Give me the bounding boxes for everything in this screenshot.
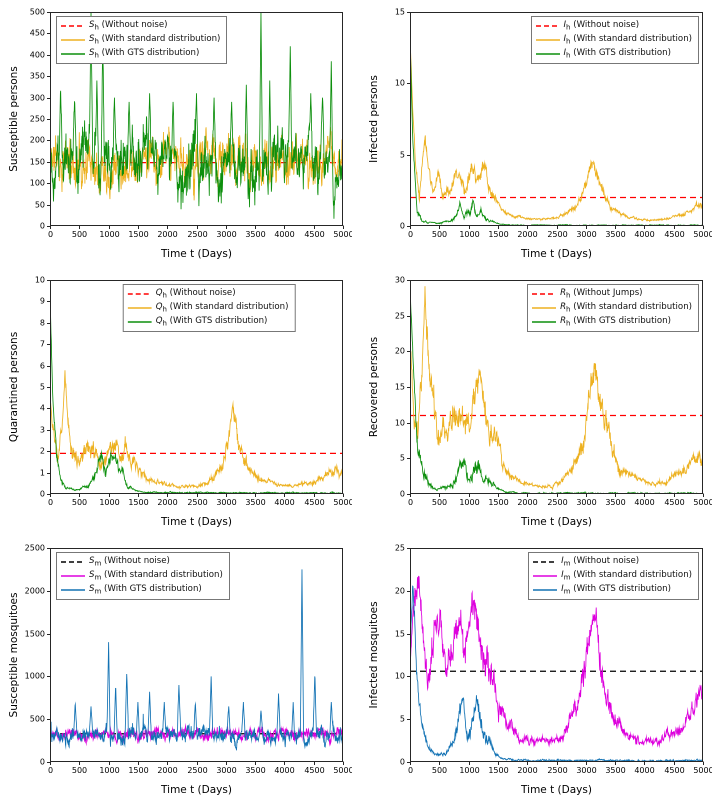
legend-label: Qh (With standard distribution) [155, 301, 289, 314]
legend-entry: Ih (With standard distribution) [535, 33, 693, 47]
legend-entry: Im (With GTS distribution) [533, 583, 692, 597]
legend-entry: Rh (With GTS distribution) [532, 315, 692, 329]
legend-entry: Ih (With GTS distribution) [535, 47, 693, 61]
chart-susceptible-mosquitoes: Sm (Without noise) Sm (With standard dist… [4, 540, 352, 800]
legend-label: Rh (With standard distribution) [560, 301, 692, 314]
legend-infected-persons: Ih (Without noise) Ih (With standard dist… [530, 16, 699, 64]
legend-line-sample [533, 575, 558, 577]
legend-line-sample [61, 39, 85, 41]
legend-label: Rh (With GTS distribution) [560, 315, 671, 328]
legend-label: Rh (Without Jumps) [560, 288, 643, 300]
legend-susceptible-mosquitoes: Sm (Without noise) Sm (With standard dist… [56, 552, 230, 600]
legend-line-sample [61, 575, 85, 577]
legend-label: Ih (With GTS distribution) [563, 47, 671, 60]
legend-entry: Qh (With standard distribution) [127, 301, 289, 315]
legend-entry: Ih (Without noise) [535, 19, 693, 33]
legend-entry: Sh (Without noise) [61, 19, 220, 33]
legend-label: Sm (With standard distribution) [89, 569, 223, 582]
chart-recovered-persons: Rh (Without Jumps) Rh (With standard dist… [364, 272, 712, 532]
legend-entry: Qh (Without noise) [127, 287, 289, 301]
legend-label: Im (Without noise) [561, 556, 640, 568]
legend-line-sample [535, 52, 560, 55]
legend-entry: Sm (Without noise) [61, 555, 223, 569]
legend-label: Ih (Without noise) [563, 20, 640, 32]
legend-line-sample [61, 52, 85, 55]
legend-line-sample [533, 561, 558, 563]
legend-entry: Sh (With GTS distribution) [61, 47, 220, 61]
legend-line-sample [532, 307, 557, 309]
legend-entry: Im (With standard distribution) [533, 569, 692, 583]
legend-label: Im (With standard distribution) [561, 569, 692, 582]
legend-label: Sh (With GTS distribution) [89, 47, 200, 60]
chart-infected-mosquitoes: Im (Without noise) Im (With standard dist… [364, 540, 712, 800]
legend-line-sample [127, 307, 152, 309]
chart-quarantined-persons: Qh (Without noise) Qh (With standard dist… [4, 272, 352, 532]
legend-line-sample [127, 320, 152, 323]
legend-entry: Rh (With standard distribution) [532, 301, 692, 315]
chart-infected-persons: Ih (Without noise) Ih (With standard dist… [364, 4, 712, 264]
legend-entry: Sm (With standard distribution) [61, 569, 223, 583]
legend-label: Qh (With GTS distribution) [155, 315, 268, 328]
legend-line-sample [533, 588, 558, 591]
legend-recovered-persons: Rh (Without Jumps) Rh (With standard dist… [527, 284, 699, 332]
legend-label: Qh (Without noise) [155, 288, 236, 300]
legend-label: Ih (With standard distribution) [563, 33, 693, 46]
legend-label: Sh (With standard distribution) [89, 33, 221, 46]
legend-line-sample [535, 25, 560, 27]
legend-susceptible-persons: Sh (Without noise) Sh (With standard dist… [56, 16, 228, 64]
legend-entry: Qh (With GTS distribution) [127, 315, 289, 329]
legend-entry: Sm (With GTS distribution) [61, 583, 223, 597]
legend-label: Sm (Without noise) [89, 556, 170, 568]
legend-label: Sm (With GTS distribution) [89, 583, 202, 596]
chart-susceptible-persons: Sh (Without noise) Sh (With standard dist… [4, 4, 352, 264]
legend-quarantined-persons: Qh (Without noise) Qh (With standard dist… [122, 284, 296, 332]
legend-line-sample [61, 588, 85, 591]
legend-line-sample [532, 293, 557, 295]
legend-line-sample [61, 25, 85, 27]
legend-label: Im (With GTS distribution) [561, 583, 671, 596]
legend-infected-mosquitoes: Im (Without noise) Im (With standard dist… [528, 552, 699, 600]
legend-entry: Rh (Without Jumps) [532, 287, 692, 301]
legend-label: Sh (Without noise) [89, 20, 168, 32]
legend-line-sample [532, 320, 557, 323]
legend-line-sample [127, 293, 152, 295]
legend-entry: Sh (With standard distribution) [61, 33, 220, 47]
legend-line-sample [61, 561, 85, 563]
legend-entry: Im (Without noise) [533, 555, 692, 569]
legend-line-sample [535, 39, 560, 41]
